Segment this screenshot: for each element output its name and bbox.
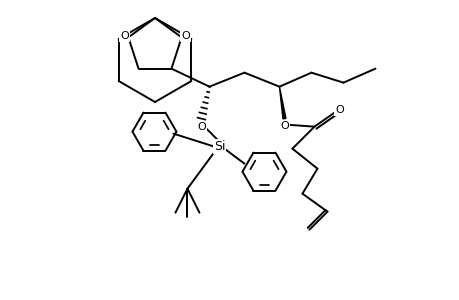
Text: Si: Si (213, 140, 225, 153)
Text: O: O (334, 105, 343, 115)
Polygon shape (279, 87, 285, 119)
Text: O: O (280, 121, 288, 131)
Text: O: O (196, 122, 205, 132)
Text: O: O (181, 31, 190, 41)
Text: O: O (120, 31, 129, 41)
